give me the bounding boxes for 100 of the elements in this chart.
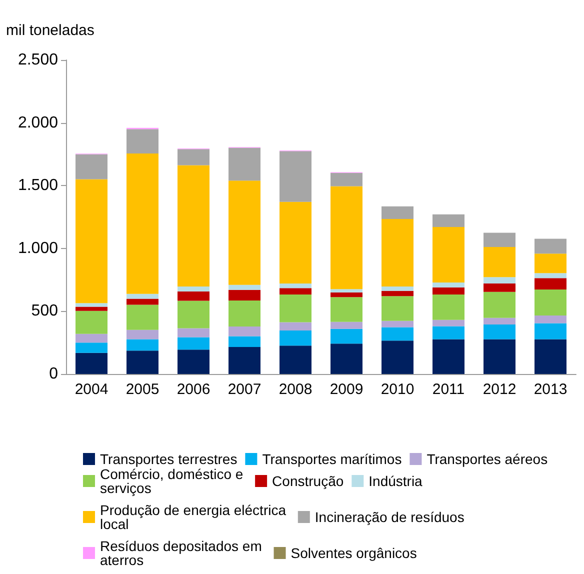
bar	[382, 290, 414, 296]
bar	[432, 287, 464, 294]
bar	[432, 326, 464, 340]
bar	[330, 172, 362, 186]
bar	[178, 286, 210, 292]
bar	[280, 346, 312, 374]
bar	[330, 297, 362, 322]
bar	[382, 206, 414, 220]
y-tick-label: 2.000	[18, 114, 58, 132]
bar	[280, 322, 312, 331]
bar	[330, 344, 362, 374]
x-tick-label: 2013	[534, 381, 568, 398]
y-tick-label: 1.000	[18, 240, 58, 257]
bar	[76, 310, 108, 334]
bar	[228, 290, 260, 301]
bar	[178, 350, 210, 374]
bar	[280, 202, 312, 284]
y-tick-label: 1.500	[18, 177, 58, 194]
bar	[126, 298, 158, 305]
bar	[432, 320, 464, 326]
bar	[382, 327, 414, 341]
legend-label: Resíduos depositados em aterros	[100, 538, 266, 568]
x-tick-label: 2008	[278, 381, 312, 398]
x-tick-label: 2009	[330, 381, 364, 398]
bar	[126, 330, 158, 340]
bar	[382, 340, 414, 374]
bar	[280, 294, 312, 322]
legend-label: Indústria	[368, 473, 423, 489]
bar	[126, 153, 158, 294]
bar	[484, 324, 516, 340]
y-tick-label: 500	[31, 302, 58, 320]
bar	[534, 273, 566, 278]
x-tick-label: 2012	[482, 381, 516, 398]
bar	[484, 339, 516, 374]
bar	[228, 326, 260, 336]
bar	[382, 219, 414, 286]
bar	[432, 339, 464, 374]
bar	[484, 247, 516, 278]
bar	[126, 339, 158, 351]
bar	[330, 186, 362, 290]
bar	[178, 291, 210, 301]
bar	[228, 300, 260, 327]
bar	[76, 154, 108, 180]
bar	[228, 284, 260, 290]
bar	[382, 286, 414, 291]
bar	[228, 336, 260, 347]
bar	[126, 350, 158, 374]
bar	[76, 303, 108, 307]
legend-label: Incineração de resíduos	[314, 509, 464, 525]
legend-label: Construção	[272, 473, 344, 489]
bar	[432, 227, 464, 282]
bar	[76, 306, 108, 311]
bar	[76, 334, 108, 343]
bar	[126, 294, 158, 299]
legend-label: Transportes terrestres	[100, 451, 238, 467]
bar	[126, 129, 158, 154]
bar	[330, 292, 362, 298]
bar	[280, 151, 312, 202]
bar	[534, 278, 566, 290]
x-tick-label: 2007	[228, 381, 262, 398]
bar	[126, 304, 158, 330]
bar	[484, 318, 516, 325]
bar	[228, 180, 260, 285]
bar	[178, 328, 210, 338]
bar	[178, 337, 210, 350]
bar	[534, 238, 566, 254]
bar	[178, 165, 210, 286]
bar	[228, 148, 260, 181]
legend-label: Transportes aéreos	[426, 451, 548, 467]
x-tick-label: 2004	[74, 381, 108, 398]
x-tick-label: 2010	[380, 381, 414, 398]
bar	[484, 292, 516, 318]
bar	[484, 283, 516, 292]
bar	[330, 289, 362, 292]
bar	[432, 294, 464, 320]
bar	[228, 346, 260, 374]
bar	[484, 232, 516, 248]
bar	[534, 315, 566, 324]
bar	[432, 282, 464, 288]
bar	[280, 283, 312, 288]
bar	[484, 277, 516, 284]
legend-label: Transportes marítimos	[262, 451, 402, 467]
bar	[76, 342, 108, 353]
bar	[178, 300, 210, 328]
bar	[382, 296, 414, 321]
bar	[534, 254, 566, 274]
bar	[178, 149, 210, 166]
bar	[432, 214, 464, 228]
bar	[534, 339, 566, 374]
y-axis-title: mil toneladas	[6, 22, 94, 39]
bar	[280, 330, 312, 346]
bar	[76, 179, 108, 304]
bar	[76, 352, 108, 374]
legend-label: Comércio, doméstico e serviços	[100, 466, 248, 496]
x-tick-label: 2006	[176, 381, 210, 398]
x-tick-label: 2011	[432, 381, 465, 398]
legend-label: Produção de energia eléctrica local	[100, 502, 290, 532]
bar	[330, 328, 362, 344]
y-tick-label: 2.500	[18, 52, 58, 68]
bar	[280, 288, 312, 294]
